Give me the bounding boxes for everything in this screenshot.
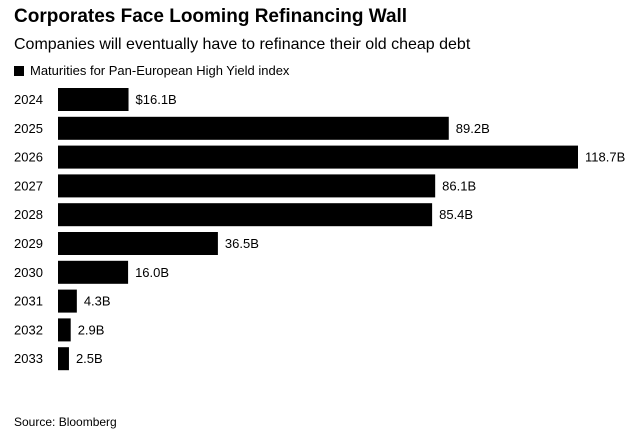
value-label: 16.0B	[135, 265, 169, 280]
value-label: $16.1B	[136, 92, 177, 107]
legend-swatch	[14, 65, 24, 76]
category-label: 2025	[14, 121, 43, 136]
category-label: 2028	[14, 207, 43, 222]
bar-chart: 2024 $16.1B 2025 89.2B 2026 118.7B 2027 86.1B 20…	[14, 88, 625, 371]
bar-2033	[58, 347, 69, 371]
bar-2029	[58, 232, 218, 255]
category-label: 2032	[14, 322, 43, 337]
chart-subtitle: Companies will eventually have to refina…	[14, 36, 471, 53]
bar-2030	[58, 260, 129, 284]
source-note: Source: Bloomberg	[14, 415, 117, 429]
legend: Maturities for Pan-European High Yield i…	[14, 63, 289, 78]
value-label: 85.4B	[439, 207, 473, 222]
category-label: 2026	[14, 150, 43, 165]
value-label: 118.7B	[585, 150, 625, 165]
value-label: 89.2B	[456, 121, 490, 136]
category-label: 2030	[14, 265, 43, 280]
value-label: 2.9B	[78, 322, 105, 337]
category-label: 2029	[14, 236, 43, 251]
chart-title: Corporates Face Looming Refinancing Wall	[14, 6, 408, 27]
bar-2027	[58, 174, 436, 198]
bar-2025	[58, 116, 449, 140]
category-label: 2031	[14, 294, 43, 309]
value-label: 86.1B	[442, 178, 476, 193]
value-label: 36.5B	[225, 236, 259, 251]
bar-2031	[58, 289, 77, 313]
category-label: 2027	[14, 178, 43, 193]
bar-2024	[58, 88, 129, 111]
bar-2028	[58, 203, 433, 227]
legend-label: Maturities for Pan-European High Yield i…	[30, 63, 290, 78]
bar-2032	[58, 318, 71, 342]
category-label: 2033	[14, 351, 43, 366]
value-label: 4.3B	[84, 294, 111, 309]
value-label: 2.5B	[76, 351, 103, 366]
category-label: 2024	[14, 92, 43, 107]
bar-2026	[58, 145, 578, 169]
